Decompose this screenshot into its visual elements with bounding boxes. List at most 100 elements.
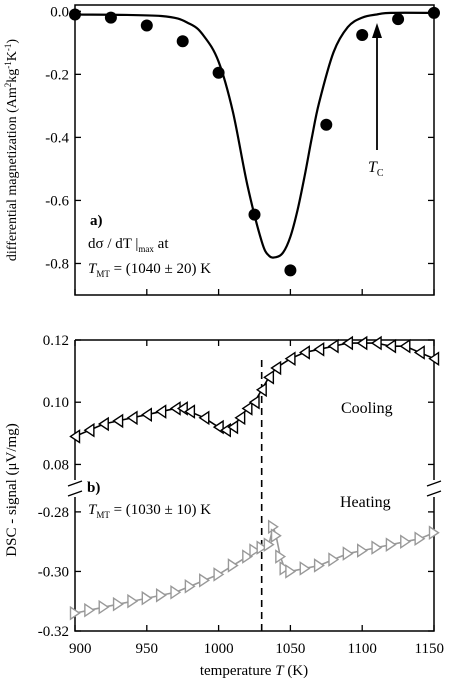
marker-heating xyxy=(242,549,254,564)
marker-cooling xyxy=(234,410,246,426)
marker-heating xyxy=(275,549,287,564)
marker-heating xyxy=(112,596,124,612)
x-tick-label: 1050 xyxy=(275,641,305,657)
marker-heating xyxy=(256,540,268,555)
fit-curve xyxy=(74,11,435,259)
panel-a-label: a) xyxy=(90,213,103,229)
marker-cooling xyxy=(198,410,210,426)
marker-heating xyxy=(342,546,354,561)
panel-a-y-axis-label: differential magnetization (Am2kg-1K-1) xyxy=(3,39,20,262)
marker-cooling xyxy=(270,360,282,376)
tc-label: TC xyxy=(368,159,384,179)
marker-heating xyxy=(184,579,196,594)
data-point xyxy=(392,13,405,26)
x-tick-label: 1100 xyxy=(347,641,376,657)
panel-a-frame xyxy=(74,4,435,296)
marker-heating xyxy=(170,584,182,600)
marker-cooling xyxy=(428,351,440,366)
marker-heating xyxy=(127,593,139,609)
data-point xyxy=(69,8,81,21)
marker-heating xyxy=(428,525,440,541)
marker-cooling xyxy=(370,335,382,351)
data-point xyxy=(176,35,189,48)
marker-heating xyxy=(69,605,81,621)
marker-cooling xyxy=(342,335,354,351)
marker-heating xyxy=(155,587,167,603)
data-point xyxy=(104,11,117,24)
panel-b-annotation: TMT = (1030 ± 10) K xyxy=(88,502,211,520)
panel-a-annotation-line2: TMT = (1040 ± 20) K xyxy=(88,261,211,279)
x-axis-label: temperature T (K) xyxy=(200,663,308,679)
marker-cooling xyxy=(298,345,310,360)
data-point xyxy=(428,6,440,19)
marker-cooling xyxy=(184,404,196,419)
data-point xyxy=(320,118,333,131)
y-tick-label: -0.6 xyxy=(45,193,69,209)
marker-heating xyxy=(141,590,153,606)
y-tick-label: -0.2 xyxy=(45,67,69,83)
panel-b-y-axis-label: DSC - signal (μV/mg) xyxy=(4,423,20,556)
x-tick-label: 950 xyxy=(136,641,159,657)
y-tick-label: -0.30 xyxy=(38,564,69,580)
marker-cooling xyxy=(255,382,267,398)
marker-heating xyxy=(263,537,275,552)
x-tick-label: 1000 xyxy=(204,641,234,657)
marker-heating xyxy=(249,543,261,558)
data-point xyxy=(212,66,225,79)
panel-a: 0.0 -0.2 -0.4 -0.6 -0.8 a) dσ / dT |max at T… xyxy=(3,4,440,296)
marker-heating xyxy=(328,552,340,567)
marker-heating xyxy=(313,558,325,573)
marker-cooling xyxy=(97,416,109,432)
marker-heating xyxy=(285,564,297,579)
marker-heating xyxy=(414,531,426,546)
marker-heating xyxy=(227,558,239,573)
marker-heating xyxy=(400,534,412,549)
y-tick-label: -0.4 xyxy=(45,130,69,146)
tc-arrow-head xyxy=(372,23,382,38)
series-line-cooling xyxy=(74,342,435,438)
y-tick-label: -0.28 xyxy=(38,505,69,521)
data-point xyxy=(248,208,261,221)
marker-heating xyxy=(371,540,383,555)
series-label-cooling: Cooling xyxy=(341,400,393,417)
marker-heating xyxy=(357,543,368,558)
data-point xyxy=(284,264,297,277)
marker-cooling xyxy=(263,370,275,385)
marker-heating xyxy=(98,599,110,615)
marker-cooling xyxy=(155,404,167,419)
panel-b-frame xyxy=(74,339,435,632)
marker-heating xyxy=(199,573,211,588)
y-tick-label: 0.10 xyxy=(43,395,69,411)
marker-heating xyxy=(270,528,282,544)
marker-cooling xyxy=(313,342,325,357)
marker-heating xyxy=(84,602,96,618)
marker-heating xyxy=(279,561,291,576)
marker-cooling xyxy=(83,422,95,438)
marker-cooling xyxy=(284,351,296,366)
marker-cooling xyxy=(327,338,339,354)
marker-cooling xyxy=(112,413,124,429)
marker-cooling xyxy=(248,394,260,410)
axis-break-left-2 xyxy=(67,490,83,497)
series-label-heating: Heating xyxy=(340,494,391,511)
y-tick-label: -0.8 xyxy=(45,256,69,272)
y-tick-label: 0.0 xyxy=(50,4,69,20)
marker-heating xyxy=(299,561,311,576)
y-tick-label: 0.12 xyxy=(43,333,69,349)
axis-break-right-2 xyxy=(426,490,442,497)
panel-b-label: b) xyxy=(87,480,100,496)
marker-cooling xyxy=(356,335,368,351)
y-tick-label: 0.08 xyxy=(43,457,69,473)
axis-break-right-1 xyxy=(426,480,442,487)
marker-cooling xyxy=(141,407,153,422)
marker-cooling xyxy=(126,410,138,426)
marker-cooling xyxy=(69,429,81,444)
marker-cooling xyxy=(399,338,411,354)
data-point xyxy=(140,19,153,32)
panel-a-annotation-line1: dσ / dT |max at xyxy=(88,236,169,254)
panel-b: 0.12 0.10 0.08 -0.28 -0.30 -0.32 900 950 1000 10… xyxy=(4,333,444,679)
marker-cooling xyxy=(385,338,397,354)
x-tick-label: 1150 xyxy=(415,641,444,657)
x-tick-label: 900 xyxy=(69,641,92,657)
